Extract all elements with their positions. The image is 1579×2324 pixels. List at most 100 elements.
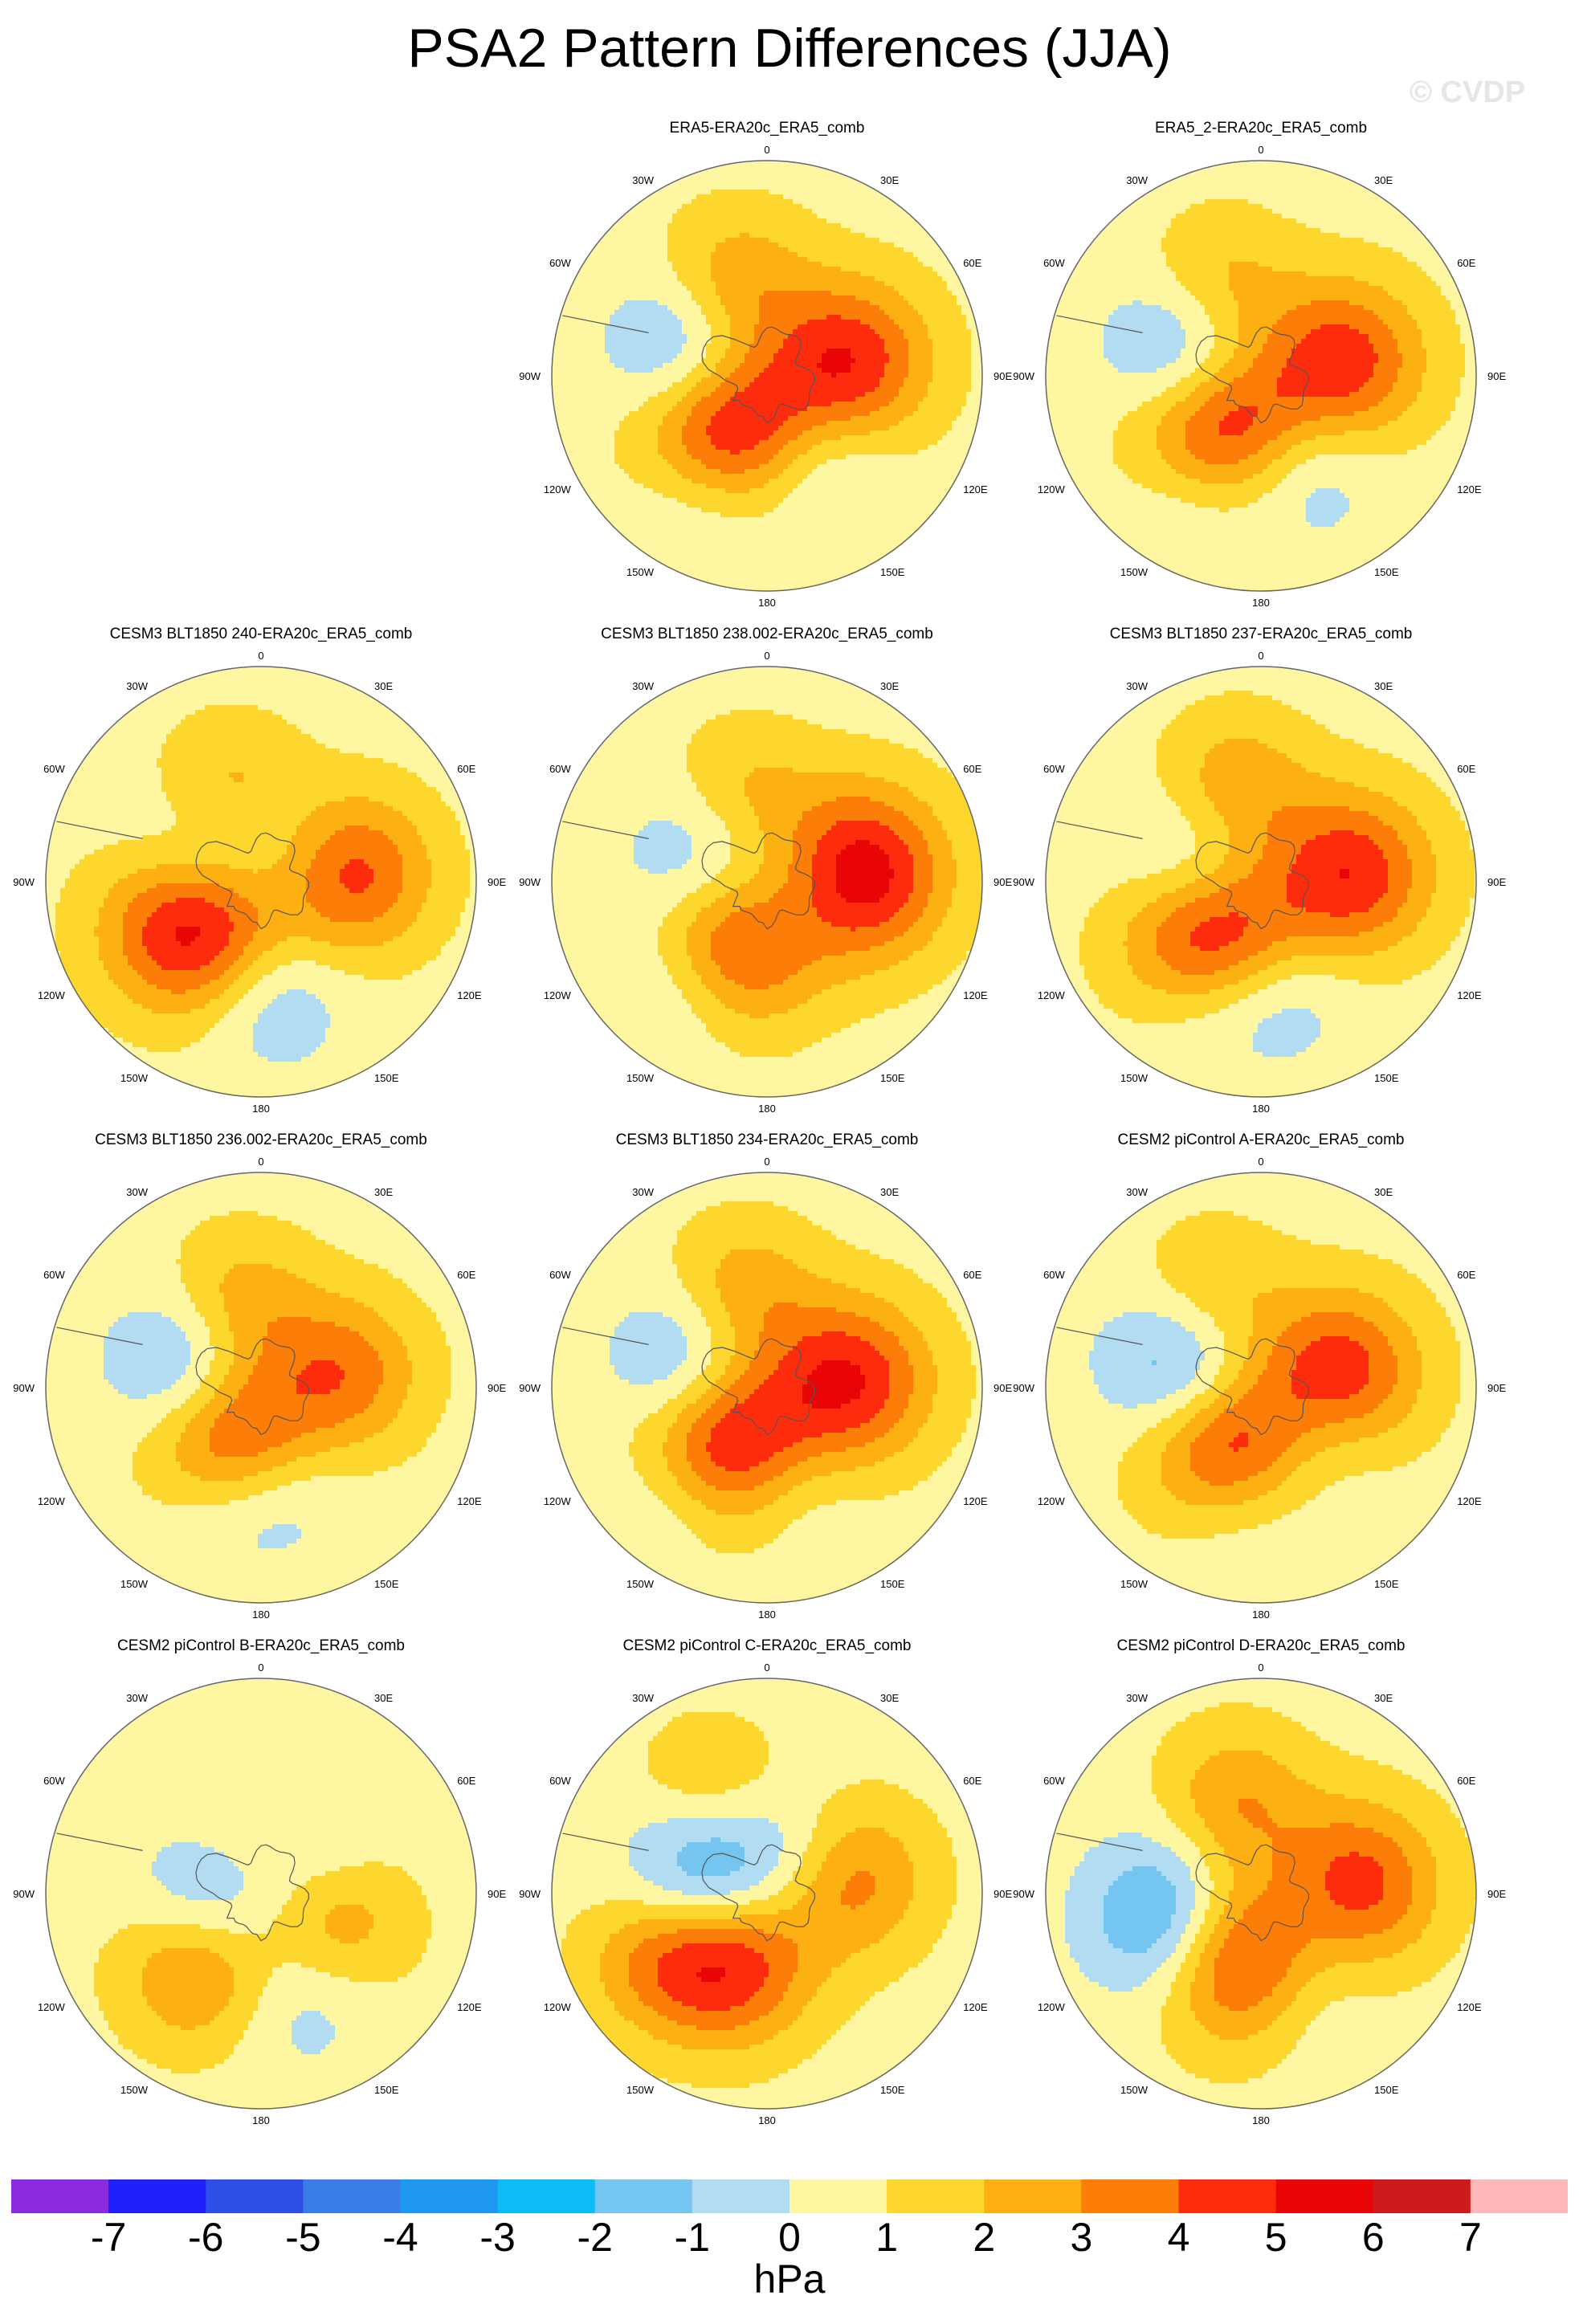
contour-cell [672, 435, 678, 441]
contour-cell [884, 339, 890, 345]
contour-cell [634, 349, 639, 354]
contour-cell [981, 334, 986, 340]
contour-cell [581, 363, 586, 369]
contour-cell [817, 450, 822, 455]
contour-cell [889, 387, 895, 393]
contour-cell [889, 373, 895, 378]
contour-cell [639, 296, 644, 301]
contour-cell [971, 406, 977, 412]
contour-cell [783, 450, 789, 455]
contour-cell [851, 416, 856, 422]
contour-cell [720, 349, 726, 354]
contour-cell [619, 262, 625, 267]
contour-cell [730, 349, 736, 354]
contour-cell [860, 214, 866, 219]
contour-cell [831, 276, 837, 282]
contour-cell [841, 252, 847, 258]
contour-cell [614, 310, 620, 316]
contour-cell [831, 300, 837, 306]
contour-cell [817, 344, 822, 349]
contour-cell [692, 180, 697, 186]
contour-cell [677, 377, 683, 383]
contour-cell [692, 382, 697, 388]
contour-cell [812, 392, 818, 398]
contour-cell [793, 363, 798, 369]
contour-cell [899, 315, 904, 320]
contour-cell [918, 445, 924, 451]
contour-cell [725, 464, 731, 470]
contour-cell [870, 440, 875, 446]
contour-cell [643, 320, 649, 325]
contour-cell [692, 392, 697, 398]
contour-cell [720, 320, 726, 325]
contour-cell [769, 406, 774, 412]
contour-cell [879, 426, 885, 431]
contour-cell [923, 329, 928, 335]
contour-cell [682, 214, 687, 219]
contour-cell [773, 247, 779, 253]
contour-cell [639, 416, 644, 422]
contour-cell [875, 257, 880, 263]
contour-cell [769, 271, 774, 277]
contour-cell [634, 247, 639, 253]
contour-cell [740, 373, 745, 378]
contour-cell [899, 402, 904, 407]
contour-cell [875, 262, 880, 267]
contour-cell [634, 324, 639, 330]
contour-cell [894, 402, 900, 407]
contour-cell [653, 199, 659, 205]
contour-cell [696, 382, 702, 388]
contour-cell [778, 305, 784, 311]
contour-cell [663, 353, 668, 359]
contour-cell [720, 363, 726, 369]
contour-cell [754, 320, 760, 325]
contour-cell [778, 170, 784, 176]
contour-cell [788, 218, 794, 224]
contour-cell [759, 185, 765, 190]
contour-cell [928, 267, 933, 272]
contour-cell [696, 416, 702, 422]
contour-cell [904, 387, 909, 393]
contour-cell [754, 421, 760, 426]
contour-cell [802, 300, 808, 306]
contour-cell [605, 435, 610, 441]
contour-cell [884, 416, 890, 422]
contour-cell [759, 324, 765, 330]
contour-cell [894, 339, 900, 345]
contour-cell [899, 344, 904, 349]
contour-cell [658, 199, 663, 205]
contour-cell [672, 469, 678, 475]
contour-cell [947, 397, 953, 402]
contour-cell [855, 300, 861, 306]
contour-cell [629, 377, 634, 383]
contour-cell [585, 353, 591, 359]
contour-cell [870, 464, 875, 470]
contour-cell [557, 353, 562, 359]
contour-cell [831, 426, 837, 431]
contour-cell [932, 267, 938, 272]
contour-cell [807, 435, 813, 441]
contour-cell [619, 368, 625, 373]
contour-cell [851, 387, 856, 393]
contour-cell [677, 185, 683, 190]
contour-cell [716, 185, 721, 190]
contour-cell [913, 406, 919, 412]
contour-cell [716, 358, 721, 364]
contour-cell [831, 223, 837, 229]
contour-cell [773, 267, 779, 272]
contour-cell [807, 406, 813, 412]
contour-cell [605, 257, 610, 263]
contour-cell [947, 358, 953, 364]
contour-cell [672, 286, 678, 292]
contour-cell [653, 262, 659, 267]
contour-cell [817, 296, 822, 301]
contour-cell [836, 228, 842, 234]
contour-cell [643, 252, 649, 258]
contour-cell [701, 281, 707, 287]
contour-cell [653, 214, 659, 219]
contour-cell [745, 170, 750, 176]
contour-cell [667, 204, 673, 210]
contour-cell [624, 344, 630, 349]
contour-cell [957, 315, 962, 320]
contour-cell [894, 406, 900, 412]
